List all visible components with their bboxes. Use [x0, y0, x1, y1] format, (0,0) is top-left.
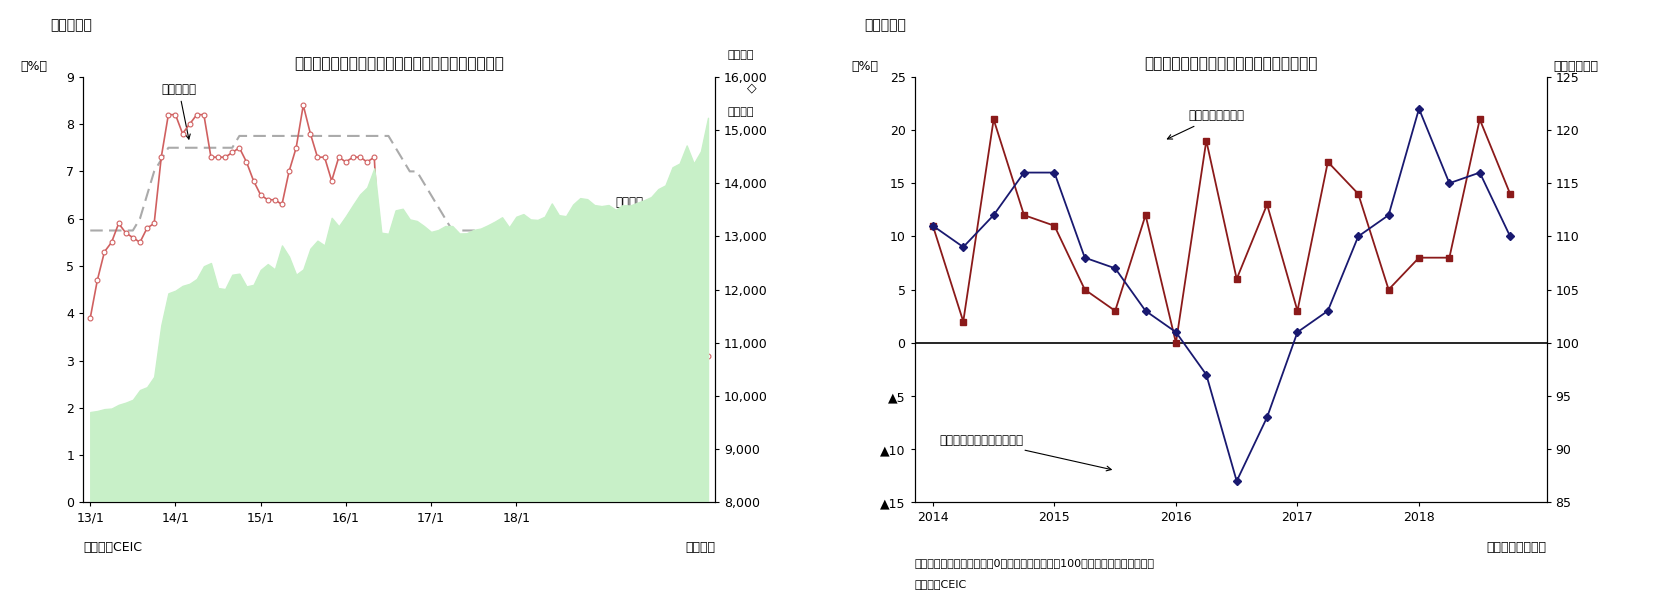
Text: ビジネス活動指数: ビジネス活動指数	[1167, 109, 1244, 139]
Text: （月次・四半期）: （月次・四半期）	[1487, 541, 1547, 554]
Text: （%）: （%）	[20, 60, 47, 73]
Text: （図表４）: （図表４）	[865, 18, 906, 32]
Text: （月次）: （月次）	[685, 541, 715, 554]
Text: 旧政策金利: 旧政策金利	[161, 83, 196, 139]
Text: （資料）CEIC: （資料）CEIC	[915, 579, 966, 589]
Text: CPI上昇率（前年同月比）: CPI上昇率（前年同月比）	[274, 340, 364, 401]
Text: （%）: （%）	[851, 60, 878, 73]
Text: （図表３）: （図表３）	[50, 18, 91, 32]
Title: インドネシアの為替レート・インフレ率・政策金利: インドネシアの為替レート・インフレ率・政策金利	[294, 57, 504, 72]
Title: インドネシアの企業景況感、消費者信頼感: インドネシアの企業景況感、消費者信頼感	[1144, 57, 1317, 72]
Text: ルピア高: ルピア高	[728, 106, 755, 116]
Text: ◇: ◇	[747, 81, 757, 94]
Text: 消費者信頼感指数（右軸）: 消費者信頼感指数（右軸）	[940, 434, 1111, 471]
Text: （ポイント）: （ポイント）	[1553, 60, 1598, 73]
Text: 政策金利: 政策金利	[615, 196, 644, 209]
Text: （資料）CEIC: （資料）CEIC	[83, 541, 141, 554]
Text: 対ドルレート
（ルピア、右軸）: 対ドルレート （ルピア、右軸）	[594, 394, 650, 422]
Text: （注）ビジネス活動指数は0超、消費者信頼感は100を超えると楽観を表す。: （注）ビジネス活動指数は0超、消費者信頼感は100を超えると楽観を表す。	[915, 558, 1154, 568]
Text: ルピア安: ルピア安	[728, 50, 755, 60]
